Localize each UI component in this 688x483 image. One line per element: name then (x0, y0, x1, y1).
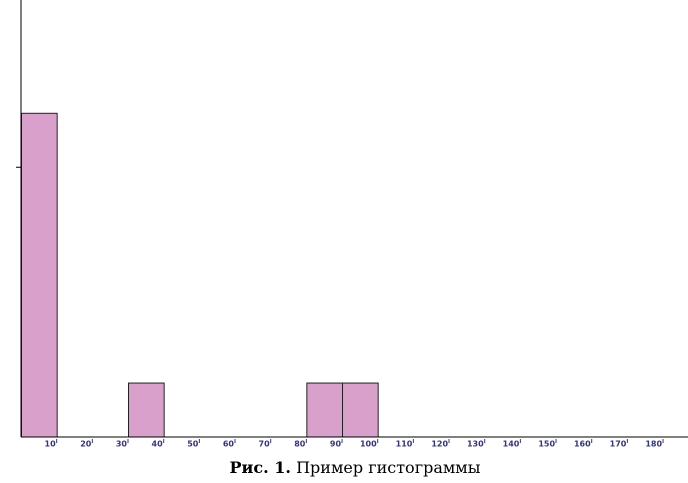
x-tick-label: 30 (116, 440, 128, 449)
x-tick-label: 20 (80, 440, 92, 449)
caption-text: Пример гистограммы (296, 458, 481, 477)
x-tick-label: 10 (45, 440, 57, 449)
x-tick-label: 120 (431, 440, 448, 449)
bar (342, 382, 379, 438)
x-tick-label: 40 (152, 440, 164, 449)
x-tick-label: 60 (223, 440, 235, 449)
x-tick-label: 150 (538, 440, 555, 449)
caption: Рис. 1. Пример гистограммы (230, 458, 481, 477)
x-tick-label: 170 (610, 440, 627, 449)
x-tick-label: 110 (396, 440, 413, 449)
x-tick-label: 90 (330, 440, 342, 449)
x-tick-label: 180 (645, 440, 662, 449)
bar (306, 382, 344, 438)
x-tick-label: 80 (294, 440, 306, 449)
x-tick-label: 70 (259, 440, 271, 449)
x-tick-label: 50 (187, 440, 199, 449)
bar (128, 382, 165, 438)
x-tick-label: 130 (467, 440, 484, 449)
x-tick-label: 160 (574, 440, 591, 449)
caption-label: Рис. 1. (230, 458, 291, 477)
x-tick-label: 100 (360, 440, 377, 449)
bar (21, 112, 58, 438)
x-tick-label: 140 (503, 440, 520, 449)
